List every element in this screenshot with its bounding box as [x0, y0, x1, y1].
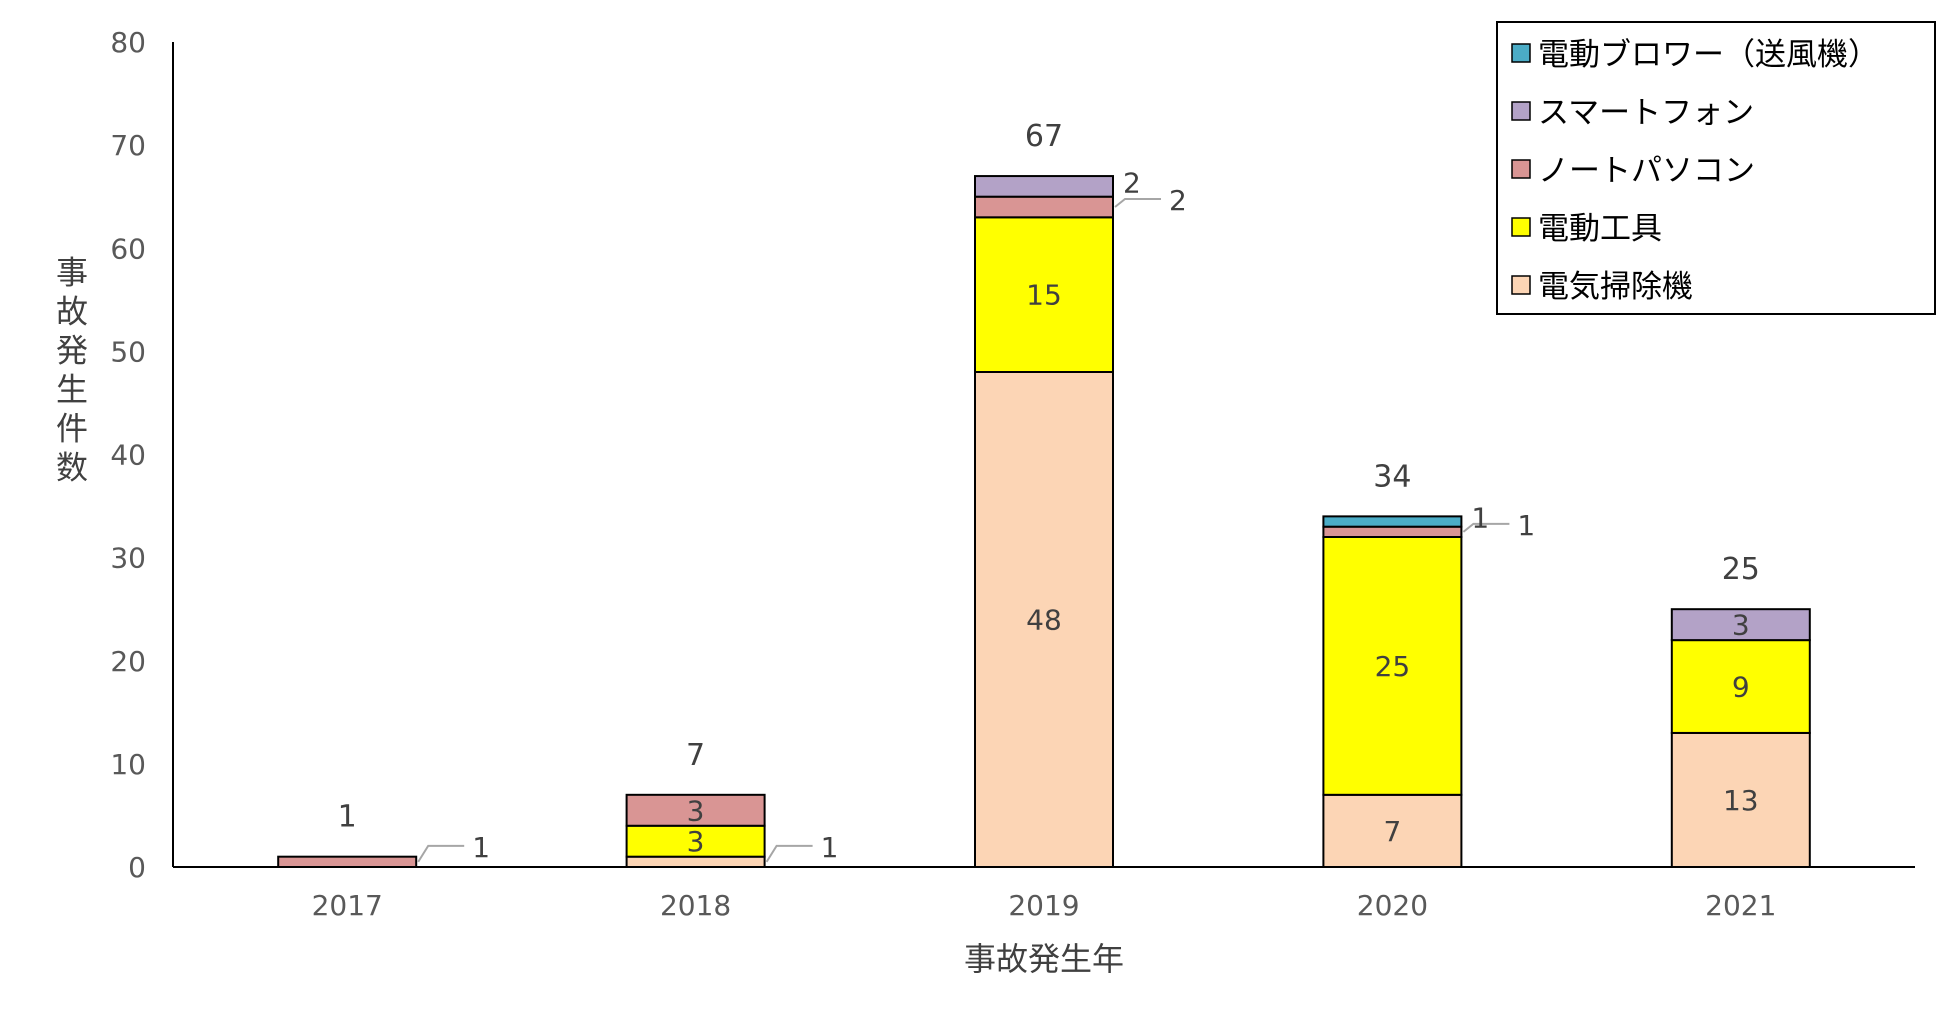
total-labels: 1 7 67 34 25	[338, 119, 1760, 835]
x-axis-title: 事故発生年	[964, 940, 1124, 978]
legend-entry: ノートパソコン	[1538, 153, 1755, 189]
bar-segment	[1670, 731, 1811, 868]
total-value-label: 7	[686, 738, 705, 773]
segment-value-label: 2	[1123, 166, 1141, 199]
y-tick-label: 0	[128, 851, 146, 884]
y-axis-ticks: 0 10 20 30 40 50 60 70 80	[110, 26, 146, 884]
x-tick-label: 2020	[1357, 889, 1428, 922]
total-value-label: 34	[1373, 459, 1411, 494]
x-tick-label: 2019	[1008, 889, 1079, 922]
segment-value-label: 3	[1732, 609, 1750, 642]
segment-value-label: 13	[1723, 784, 1759, 817]
bar-segment	[974, 175, 1114, 198]
segment-value-label: 9	[1732, 671, 1750, 704]
legend-entry: 電気掃除機	[1538, 269, 1693, 305]
total-value-label: 1	[338, 800, 357, 835]
bar-segment	[1322, 525, 1463, 538]
y-axis-title: 事故発生件数	[56, 254, 88, 487]
y-tick-label: 60	[110, 232, 146, 265]
segment-value-label: 1	[821, 831, 839, 864]
segment-value-label: 25	[1375, 650, 1411, 683]
y-tick-label: 40	[110, 439, 146, 472]
leader-lines	[417, 198, 1510, 863]
segment-value-label: 1	[1517, 509, 1535, 542]
legend-swatch	[1511, 43, 1531, 63]
legend-box	[1496, 21, 1936, 315]
y-tick-label: 50	[110, 335, 146, 368]
legend-swatch	[1511, 159, 1531, 179]
bar-segment	[625, 855, 766, 868]
bar-segment	[625, 824, 766, 858]
bar-segment	[974, 371, 1114, 868]
leader-line	[765, 844, 813, 863]
x-tick-label: 2018	[660, 889, 731, 922]
segment-value-label: 1	[1471, 502, 1489, 535]
bar-segment	[625, 793, 766, 827]
segment-value-label: 15	[1026, 279, 1062, 312]
legend-entry: 電動工具	[1538, 211, 1662, 247]
leader-line	[417, 844, 465, 863]
y-tick-label: 20	[110, 645, 146, 678]
bar-segment	[974, 195, 1114, 219]
x-tick-label: 2021	[1705, 889, 1776, 922]
bars	[277, 175, 1811, 868]
total-value-label: 67	[1025, 119, 1063, 154]
total-value-label: 25	[1722, 552, 1760, 587]
y-tick-label: 70	[110, 129, 146, 162]
legend-entry: スマートフォン	[1538, 95, 1754, 131]
legend-entry: 電動ブロワー（送風機）	[1538, 37, 1879, 73]
segment-value-label: 2	[1169, 184, 1187, 217]
bar-segment	[1322, 536, 1463, 796]
x-tick-label: 2017	[312, 889, 383, 922]
legend-swatch	[1511, 275, 1531, 295]
segment-value-label: 7	[1383, 815, 1401, 848]
y-tick-label: 10	[110, 748, 146, 781]
leader-line	[1114, 198, 1161, 208]
x-axis-ticks: 2017 2018 2019 2020 2021	[312, 889, 1777, 922]
y-tick-label: 80	[110, 26, 146, 59]
segment-value-label: 3	[687, 825, 705, 858]
leader-line	[1462, 522, 1510, 533]
segment-value-label: 3	[687, 794, 705, 827]
legend-swatch	[1511, 101, 1531, 121]
segment-value-label: 48	[1026, 604, 1062, 637]
legend-swatch	[1511, 217, 1531, 237]
bar-segment	[277, 855, 418, 868]
bar-segment	[1322, 515, 1463, 528]
y-tick-label: 30	[110, 542, 146, 575]
segment-value-label: 1	[472, 831, 490, 864]
bar-segment	[1670, 608, 1811, 642]
